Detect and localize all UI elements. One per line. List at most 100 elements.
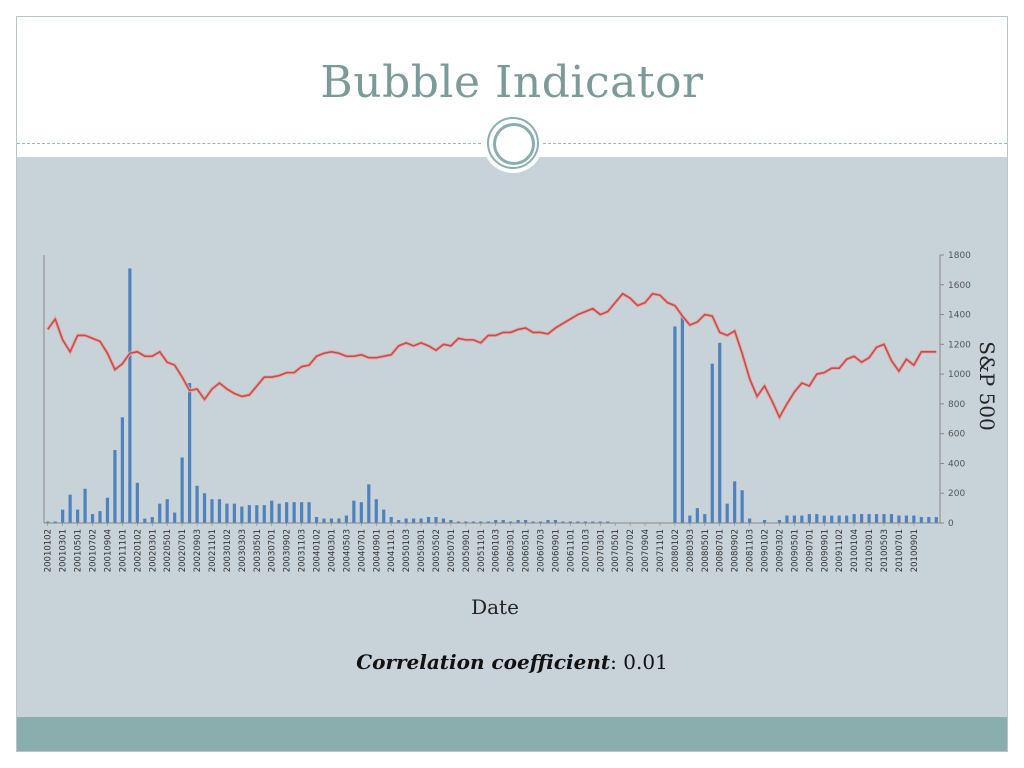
bar-200609 (553, 520, 558, 523)
bar-200809 (733, 481, 737, 523)
x-tick-label: 20020501 (163, 529, 173, 572)
x-tick-label: 20100701 (895, 529, 905, 572)
x-tick-label: 20030102 (223, 529, 233, 572)
x-tick-label: 20080102 (671, 529, 681, 572)
bar-200408 (367, 484, 371, 523)
bar-200405 (344, 515, 348, 523)
bar-200909 (822, 515, 826, 523)
bar-200806 (710, 363, 714, 523)
bar-200503 (419, 518, 423, 523)
bar-200103 (61, 509, 65, 523)
bar-200310 (292, 502, 296, 523)
bar-200604 (516, 520, 520, 523)
bar-200108 (98, 511, 102, 523)
bar-200512 (486, 521, 490, 523)
bar-201008 (904, 515, 908, 523)
x-tick-label: 20081103 (746, 529, 756, 572)
x-tick-label: 20011101 (118, 529, 128, 572)
x-tick-label: 20030501 (253, 529, 263, 572)
x-tick-label: 20030902 (283, 529, 293, 572)
x-tick-label: 20080303 (686, 529, 696, 572)
x-tick-label: 20050901 (462, 529, 472, 572)
x-tick-label: 20060301 (507, 529, 517, 572)
bar-200612 (576, 521, 580, 523)
x-tick-label: 20050103 (402, 529, 412, 572)
slide-title: Bubble Indicator (320, 57, 704, 108)
bar-200601 (494, 520, 498, 523)
bar-200602 (501, 520, 505, 523)
bar-200611 (568, 521, 572, 523)
y2-tick-label: 400 (948, 459, 965, 469)
bar-200410 (382, 509, 386, 523)
bar-201011 (927, 517, 931, 523)
bar-200606 (531, 521, 535, 523)
y2-tick-label: 800 (948, 400, 965, 410)
bar-201003 (867, 514, 871, 523)
bar-200102 (53, 521, 57, 523)
bar-201005 (882, 514, 886, 523)
x-axis-ticks: 20010102 20010301 20010501 20010702 20010904… (44, 523, 920, 572)
x-tick-label: 20100901 (910, 529, 920, 572)
bar-200407 (359, 502, 363, 523)
bar-200501 (404, 518, 408, 523)
bar-200510 (471, 521, 475, 523)
bar-200208 (188, 383, 192, 523)
bar-200508 (456, 521, 460, 523)
bar-200401 (314, 517, 319, 523)
bar-200511 (479, 521, 483, 523)
circle-ornament-icon (485, 115, 541, 171)
bar-200911 (837, 515, 841, 523)
bar-200312 (307, 502, 311, 523)
bar-201001 (852, 514, 856, 523)
correlation-line: Correlation coefficient: 0.01 (0, 650, 1024, 674)
bar-200302 (232, 503, 236, 523)
bar-200203 (150, 517, 154, 523)
bar-200805 (703, 514, 707, 523)
x-tick-label: 20040102 (313, 529, 323, 572)
bar-200608 (546, 520, 550, 523)
x-tick-label: 20060901 (551, 529, 561, 572)
bar-200307 (270, 500, 274, 523)
x-tick-label: 20050701 (447, 529, 457, 572)
bar-200903 (777, 520, 782, 523)
bar-200610 (561, 521, 565, 523)
bar-200505 (434, 517, 438, 523)
x-tick-label: 20040301 (327, 529, 337, 572)
x-tick-label: 20090701 (805, 529, 815, 572)
bar-201002 (860, 514, 864, 523)
bar-200206 (173, 512, 177, 523)
bar-200605 (524, 520, 528, 523)
x-tick-label: 20090302 (775, 529, 785, 572)
x-tick-label: 20070501 (611, 529, 621, 572)
bar-200209 (195, 485, 199, 523)
bar-200807 (718, 342, 722, 523)
bar-200603 (509, 521, 513, 523)
bar-200104 (68, 494, 72, 523)
x-tick-label: 20040701 (357, 529, 367, 572)
x-tick-label: 20070103 (581, 529, 591, 572)
bar-200509 (464, 521, 468, 523)
bar-201004 (874, 514, 879, 523)
x-tick-label: 20100104 (850, 529, 860, 572)
x-tick-label: 20050301 (417, 529, 427, 572)
correlation-value: 0.01 (623, 650, 668, 674)
x-tick-label: 20010102 (44, 529, 54, 572)
x-tick-label: 20070301 (596, 529, 606, 572)
x-tick-label: 20040503 (342, 529, 352, 572)
slide-footer-band (17, 717, 1007, 751)
x-tick-label: 20070904 (641, 529, 651, 572)
bar-200211 (210, 499, 214, 523)
bar-200702 (591, 521, 595, 523)
bar-200810 (740, 490, 744, 523)
bar-200110 (113, 450, 117, 523)
bar-200309 (285, 502, 289, 523)
x-tick-label: 20030701 (268, 529, 278, 572)
bar-200906 (800, 515, 804, 523)
bar-200107 (90, 514, 95, 523)
x-tick-label: 20080501 (701, 529, 711, 572)
y2-tick-label: 200 (948, 489, 965, 499)
bar-200101 (46, 521, 50, 523)
bar-200804 (695, 508, 699, 523)
bar-200803 (688, 515, 692, 523)
